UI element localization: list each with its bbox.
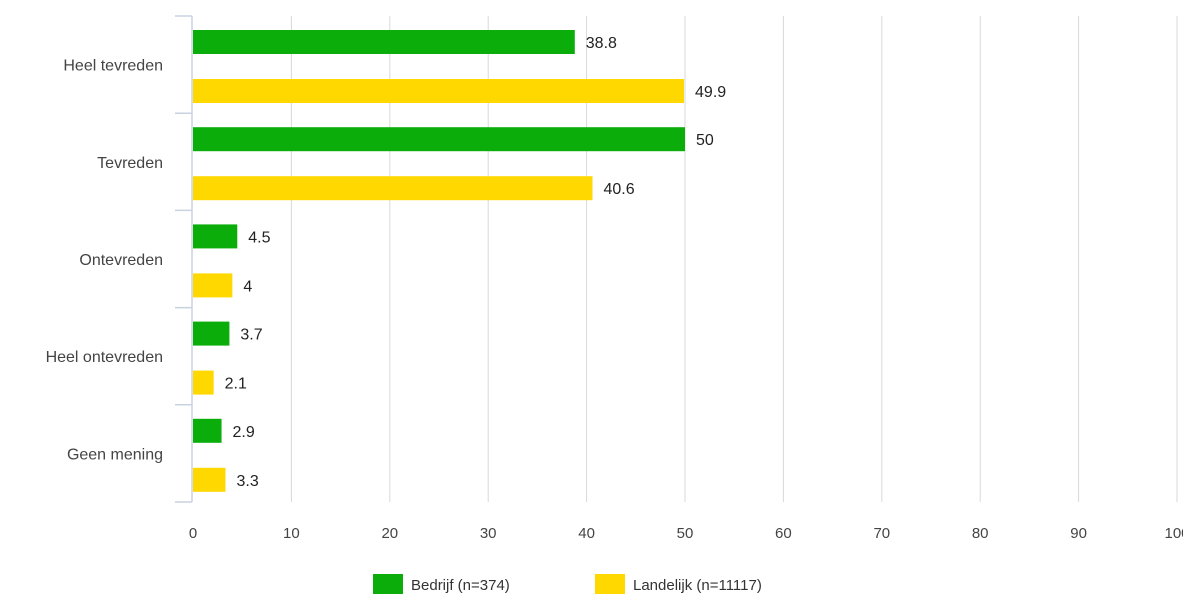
data-labels: 38.8 49.9 50 40.6 4.5 4 3.7 2.1 2.9 3.3 bbox=[225, 35, 727, 490]
data-label: 3.3 bbox=[236, 473, 258, 490]
bar-landelijk bbox=[193, 79, 685, 103]
bar-bedrijf bbox=[193, 418, 222, 443]
x-tick-label: 40 bbox=[578, 525, 595, 542]
x-tick-label: 70 bbox=[873, 525, 890, 542]
category-label: Heel tevreden bbox=[63, 58, 163, 75]
data-label: 40.6 bbox=[604, 181, 635, 198]
legend: Bedrijf (n=374) Landelijk (n=11117) bbox=[373, 574, 762, 594]
x-tick-label: 0 bbox=[189, 525, 197, 542]
data-label: 50 bbox=[696, 132, 714, 149]
category-label: Geen mening bbox=[67, 446, 163, 463]
legend-item-bedrijf[interactable]: Bedrijf (n=374) bbox=[373, 574, 510, 594]
data-label: 4 bbox=[243, 278, 252, 295]
bar-landelijk bbox=[193, 467, 226, 492]
bar-bedrijf bbox=[193, 224, 238, 249]
bars bbox=[193, 30, 685, 492]
bar-landelijk bbox=[193, 370, 214, 395]
legend-label: Landelijk (n=11117) bbox=[633, 577, 762, 594]
bar-landelijk bbox=[193, 176, 593, 201]
category-axis bbox=[175, 15, 193, 503]
data-label: 3.7 bbox=[240, 327, 262, 344]
category-label: Tevreden bbox=[97, 155, 163, 172]
x-tick-label: 100 bbox=[1164, 525, 1183, 542]
x-tick-label: 10 bbox=[283, 525, 300, 542]
legend-swatch bbox=[595, 574, 625, 594]
bar-bedrijf bbox=[193, 30, 575, 54]
category-label: Heel ontevreden bbox=[46, 349, 163, 366]
x-tick-label: 50 bbox=[677, 525, 694, 542]
x-tick-label: 30 bbox=[480, 525, 497, 542]
data-label: 38.8 bbox=[586, 35, 617, 52]
data-label: 4.5 bbox=[248, 229, 270, 246]
data-label: 2.1 bbox=[225, 376, 247, 393]
x-axis-ticks: 0 10 20 30 40 50 60 70 80 90 100 bbox=[189, 525, 1183, 542]
legend-label: Bedrijf (n=374) bbox=[411, 577, 510, 594]
x-tick-label: 90 bbox=[1070, 525, 1087, 542]
bar-bedrijf bbox=[193, 321, 230, 346]
bar-landelijk bbox=[193, 273, 233, 298]
legend-item-landelijk[interactable]: Landelijk (n=11117) bbox=[595, 574, 762, 594]
bar-bedrijf bbox=[193, 127, 685, 152]
x-tick-label: 20 bbox=[381, 525, 398, 542]
category-labels: Heel tevreden Tevreden Ontevreden Heel onte… bbox=[46, 58, 163, 464]
legend-swatch bbox=[373, 574, 403, 594]
category-label: Ontevreden bbox=[79, 252, 163, 269]
data-label: 49.9 bbox=[695, 84, 726, 101]
x-tick-label: 60 bbox=[775, 525, 792, 542]
data-label: 2.9 bbox=[233, 424, 255, 441]
x-tick-label: 80 bbox=[972, 525, 989, 542]
